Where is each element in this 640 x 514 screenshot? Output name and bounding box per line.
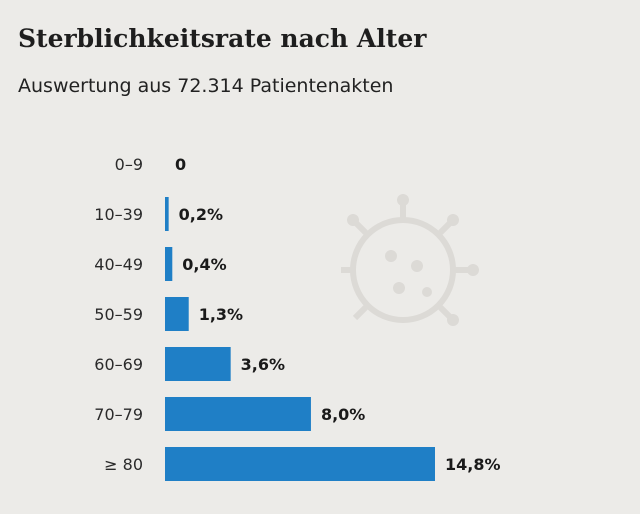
chart-title: Sterblichkeitsrate nach Alter <box>18 24 427 53</box>
category-label: 50–59 <box>94 305 143 324</box>
value-label: 0 <box>175 155 186 174</box>
category-label: ≥ 80 <box>104 455 143 474</box>
virus-icon <box>341 194 479 326</box>
bar <box>165 247 173 281</box>
category-label: 10–39 <box>94 205 143 224</box>
bars-group: 0–9 0 10–39 0,2% 40–49 0,4% 50–59 1,3% 60–69 3,6%… <box>94 155 501 481</box>
bar <box>165 197 169 231</box>
chart-subtitle: Auswertung aus 72.314 Patientenakten <box>18 75 394 97</box>
bar <box>165 347 231 381</box>
category-label: 60–69 <box>94 355 143 374</box>
category-label: 40–49 <box>94 255 143 274</box>
value-label: 0,4% <box>182 255 226 274</box>
bar <box>165 297 189 331</box>
category-label: 0–9 <box>115 155 143 174</box>
value-label: 0,2% <box>179 205 223 224</box>
value-label: 3,6% <box>241 355 285 374</box>
value-label: 1,3% <box>199 305 243 324</box>
category-label: 70–79 <box>94 405 143 424</box>
value-label: 8,0% <box>321 405 365 424</box>
bar <box>165 397 311 431</box>
bar <box>165 447 435 481</box>
value-label: 14,8% <box>445 455 501 474</box>
